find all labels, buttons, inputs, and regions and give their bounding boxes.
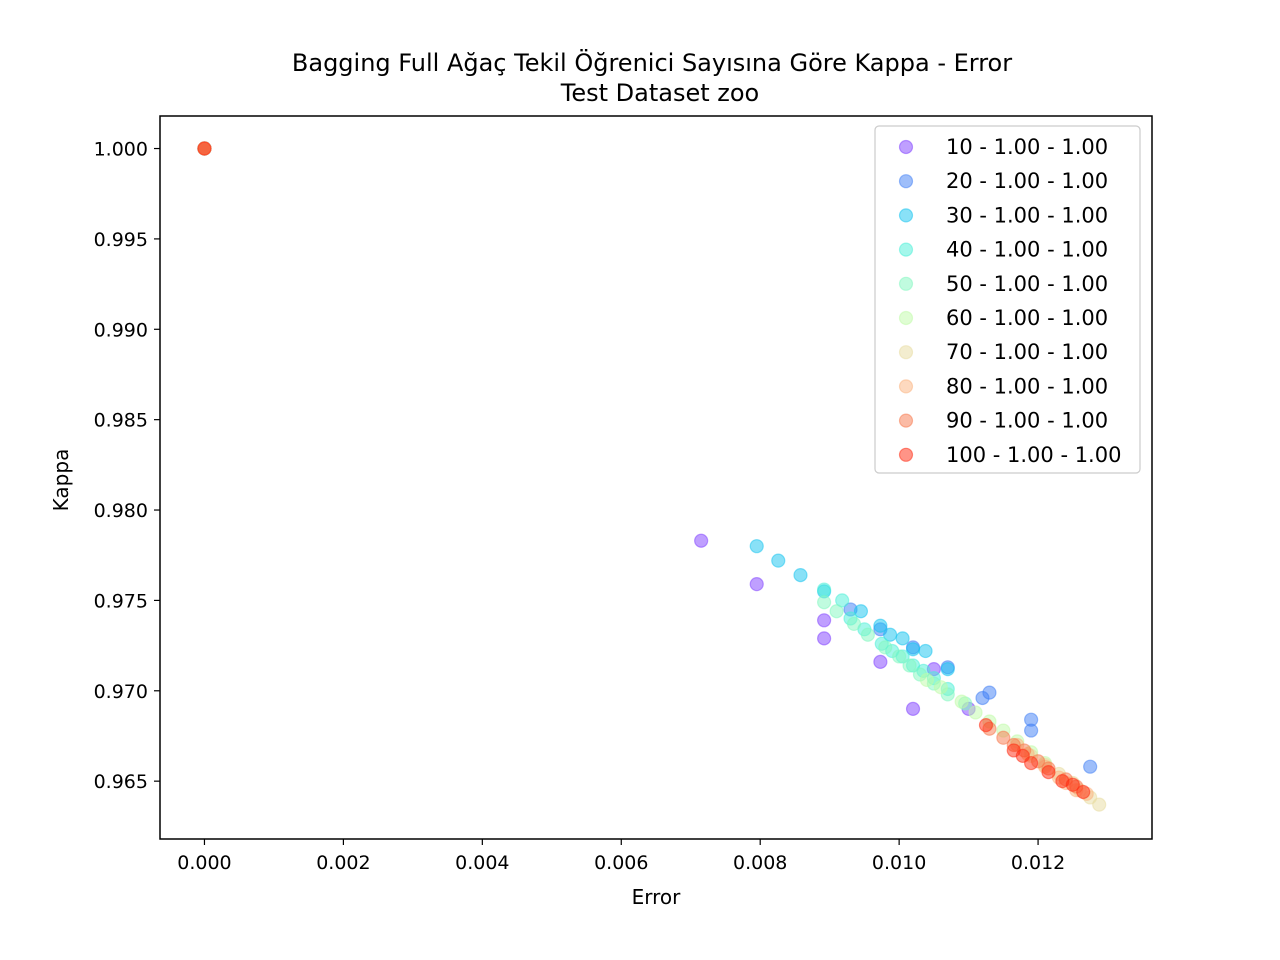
- data-point: [878, 640, 893, 655]
- x-axis-label: Error: [632, 885, 682, 909]
- legend-marker: [898, 345, 914, 360]
- data-point: [860, 627, 875, 642]
- x-tick-label: 0.008: [733, 852, 787, 874]
- data-point: [978, 718, 994, 733]
- legend-label: 100 - 1.00 - 1.00: [946, 443, 1121, 467]
- chart-subtitle: Test Dataset zoo: [560, 79, 759, 107]
- legend-label: 80 - 1.00 - 1.00: [946, 374, 1108, 398]
- data-point: [749, 539, 764, 554]
- legend-marker: [898, 379, 914, 394]
- data-point: [1076, 784, 1091, 800]
- data-point: [968, 705, 983, 720]
- legend-label: 50 - 1.00 - 1.00: [946, 272, 1108, 296]
- plot-area-frame: [159, 115, 1153, 840]
- data-point: [892, 649, 907, 664]
- y-tick-label: 0.990: [94, 319, 148, 341]
- data-point: [919, 672, 935, 688]
- legend-label: 40 - 1.00 - 1.00: [946, 238, 1108, 262]
- series-10: [197, 141, 1091, 800]
- data-point: [749, 577, 764, 592]
- data-point: [895, 631, 910, 646]
- legend-label: 20 - 1.00 - 1.00: [946, 169, 1108, 193]
- legend-label: 10 - 1.00 - 1.00: [946, 135, 1108, 159]
- data-point: [873, 618, 888, 633]
- y-tick-label: 0.965: [94, 771, 148, 793]
- y-tick-label: 0.985: [94, 410, 148, 432]
- legend-label: 70 - 1.00 - 1.00: [946, 340, 1108, 364]
- data-point: [793, 568, 808, 583]
- data-point: [1083, 759, 1098, 774]
- data-point: [1092, 797, 1107, 812]
- y-tick-label: 1.000: [94, 139, 148, 161]
- legend-label: 60 - 1.00 - 1.00: [946, 306, 1108, 330]
- data-point: [996, 730, 1011, 745]
- data-point: [933, 680, 948, 695]
- data-point: [1041, 765, 1056, 780]
- data-point: [197, 141, 212, 156]
- data-point: [1024, 723, 1039, 738]
- data-point: [873, 654, 888, 669]
- y-tick-label: 0.995: [94, 229, 148, 251]
- legend: 10 - 1.00 - 1.00 20 - 1.00 - 1.00 30 - 1.0…: [874, 125, 1141, 474]
- x-tick-label: 0.004: [455, 852, 509, 874]
- legend-marker: [898, 208, 914, 223]
- data-point: [853, 604, 869, 619]
- data-point: [829, 604, 844, 619]
- data-point: [954, 694, 969, 709]
- legend-marker: [898, 413, 914, 428]
- legend-marker: [898, 447, 914, 462]
- legend-marker: [898, 276, 914, 291]
- legend-marker: [898, 310, 914, 326]
- legend-frame: [874, 125, 1141, 474]
- data-point: [817, 631, 832, 646]
- chart-title: Bagging Full Ağaç Tekil Öğrenici Sayısın…: [292, 48, 1012, 77]
- y-tick-label: 0.975: [94, 590, 148, 612]
- y-axis: 0.965 0.970 0.975 0.980 0.985 0.990 0.995 1.000: [94, 139, 160, 793]
- data-point: [902, 658, 917, 673]
- data-point: [1065, 777, 1080, 792]
- legend-label: 90 - 1.00 - 1.00: [946, 409, 1108, 433]
- legend-label: 30 - 1.00 - 1.00: [946, 203, 1108, 227]
- data-point: [846, 616, 862, 632]
- legend-marker: [898, 242, 914, 257]
- y-tick-label: 0.970: [94, 681, 148, 703]
- data-point: [771, 553, 786, 568]
- x-tick-label: 0.002: [316, 852, 370, 874]
- x-tick-label: 0.000: [177, 852, 231, 874]
- data-point: [940, 661, 955, 677]
- data-point: [1024, 755, 1039, 771]
- points-layer: [197, 141, 1107, 812]
- y-axis-label: Kappa: [49, 449, 73, 512]
- x-tick-label: 0.006: [594, 852, 648, 874]
- x-tick-label: 0.010: [872, 852, 926, 874]
- data-point: [817, 582, 832, 597]
- data-point: [905, 701, 921, 716]
- data-point: [982, 685, 997, 700]
- x-tick-label: 0.012: [1011, 852, 1065, 874]
- x-axis: 0.000 0.002 0.004 0.006 0.008 0.010 0.012: [177, 839, 1065, 874]
- data-point: [817, 613, 832, 628]
- data-point: [918, 643, 933, 659]
- data-point: [817, 595, 832, 610]
- legend-marker: [898, 139, 914, 155]
- y-tick-label: 0.980: [94, 500, 148, 522]
- data-point: [694, 533, 709, 548]
- legend-marker: [898, 174, 914, 189]
